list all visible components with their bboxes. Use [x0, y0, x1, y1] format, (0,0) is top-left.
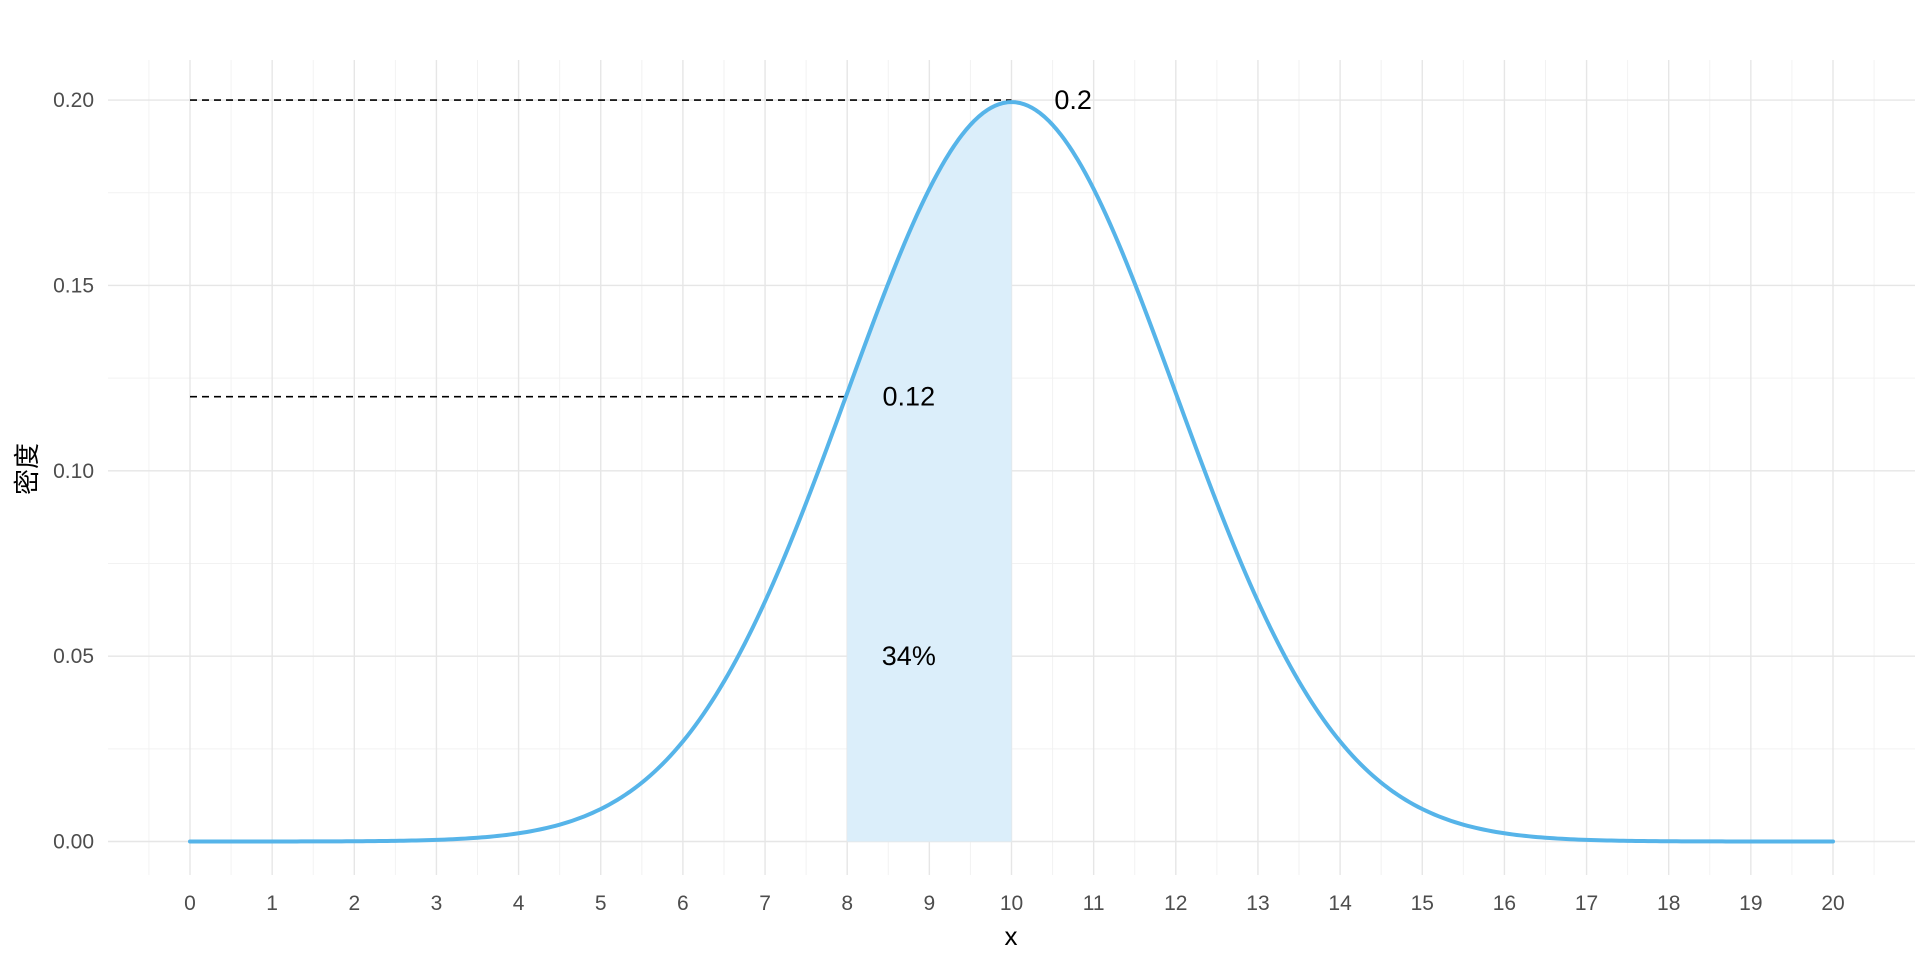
x-tick-label: 19: [1739, 892, 1762, 915]
x-tick-label: 20: [1821, 892, 1844, 915]
x-tick-label: 2: [348, 892, 360, 915]
y-tick-label: 0.05: [53, 645, 94, 668]
x-tick-label: 12: [1164, 892, 1187, 915]
shaded-area-layer: [847, 102, 1012, 842]
y-tick-label: 0.15: [53, 274, 94, 297]
x-tick-label: 15: [1411, 892, 1434, 915]
y-tick-label: 0.00: [53, 831, 94, 854]
y-tick-label: 0.20: [53, 89, 94, 112]
x-tick-label: 4: [513, 892, 525, 915]
x-tick-label: 11: [1083, 892, 1105, 915]
reference-lines-layer: [190, 99, 1012, 398]
x-tick-label: 7: [759, 892, 771, 915]
x-tick-label: 10: [1000, 892, 1023, 915]
x-tick-label: 13: [1246, 892, 1269, 915]
annotations-layer: 0.2 0.12 34%: [882, 85, 1092, 671]
annotation-label: 0.12: [883, 382, 936, 412]
x-tick-label: 9: [924, 892, 936, 915]
density-curve: [188, 100, 1835, 844]
x-tick-labels: 0 1 2 3 4 5 6 7 8 9 10 11 12 13 14 15 16 17 18 19 20: [184, 892, 1845, 915]
curve-layer: [188, 100, 1835, 844]
x-tick-label: 8: [841, 892, 853, 915]
x-tick-label: 14: [1328, 892, 1352, 915]
x-tick-label: 0: [184, 892, 196, 915]
x-tick-label: 16: [1493, 892, 1516, 915]
x-tick-label: 3: [431, 892, 443, 915]
x-tick-label: 18: [1657, 892, 1680, 915]
x-tick-label: 17: [1575, 892, 1598, 915]
y-axis-title: 密度: [12, 443, 42, 495]
x-tick-label: 5: [595, 892, 607, 915]
annotation-label: 34%: [882, 641, 936, 671]
x-tick-label: 6: [677, 892, 689, 915]
shaded-area: [847, 102, 1012, 842]
annotation-label: 0.2: [1054, 85, 1092, 115]
x-tick-label: 1: [266, 892, 278, 915]
x-axis-title: x: [1005, 921, 1018, 951]
y-tick-labels: 0.00 0.05 0.10 0.15 0.20: [53, 89, 94, 853]
y-tick-label: 0.10: [53, 460, 94, 483]
